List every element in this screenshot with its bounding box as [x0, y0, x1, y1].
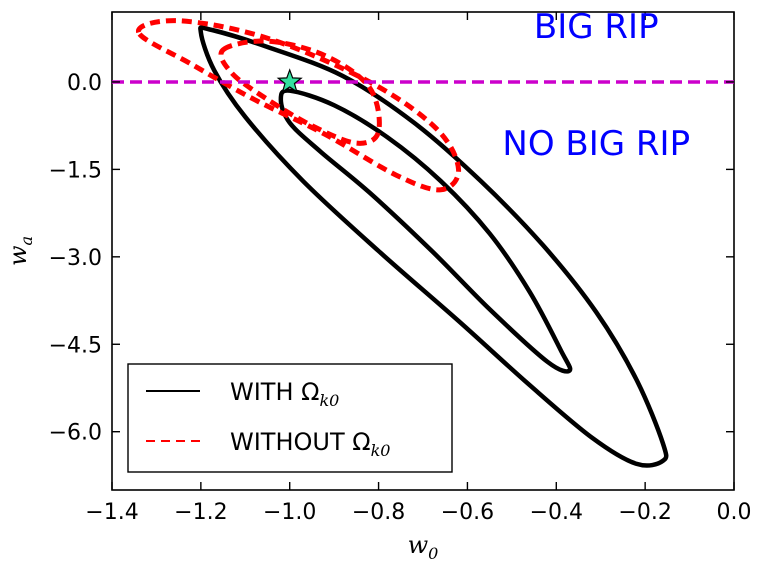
x-tick-label: 0.0 [717, 500, 752, 525]
x-tick-label: −0.4 [530, 500, 583, 525]
lcdm-star-marker [276, 68, 303, 94]
region-label-no-big-rip: NO BIG RIP [502, 124, 690, 164]
legend-box [127, 363, 453, 473]
y-tick-label: −1.5 [49, 158, 102, 183]
region-labels-layer: BIG RIP NO BIG RIP [502, 7, 690, 164]
without-omega-contour-1 [218, 38, 382, 146]
region-label-big-rip: BIG RIP [534, 7, 659, 47]
with-omega-contour-1 [278, 88, 573, 374]
legend-label-with: WITH Ωk0 [230, 378, 339, 410]
x-axis-label: w0 [408, 531, 439, 563]
contours-layer [136, 18, 669, 468]
without-omega-contour-2 [136, 18, 462, 193]
marker-layer [276, 68, 303, 94]
legend: WITH Ωk0 WITHOUT Ωk0 [127, 363, 453, 473]
x-tick-label: −0.6 [441, 500, 494, 525]
y-tick-label: −4.5 [49, 333, 102, 358]
ticks-layer: −1.4 −1.2 −1.0 −0.8 −0.6 −0.4 −0.2 0.0 0.0 −1.5 −3… [49, 12, 752, 525]
x-tick-label: −1.4 [85, 500, 138, 525]
y-tick-label: −6.0 [49, 421, 102, 446]
with-omega-contour-2 [198, 25, 669, 468]
y-tick-label: 0.0 [67, 71, 102, 96]
x-tick-label: −0.2 [618, 500, 671, 525]
x-tick-label: −1.0 [263, 500, 316, 525]
legend-label-without: WITHOUT Ωk0 [230, 428, 390, 460]
x-tick-label: −1.2 [174, 500, 227, 525]
y-tick-label: −3.0 [49, 246, 102, 271]
y-axis-label: wa [4, 236, 36, 266]
x-tick-label: −0.8 [352, 500, 405, 525]
